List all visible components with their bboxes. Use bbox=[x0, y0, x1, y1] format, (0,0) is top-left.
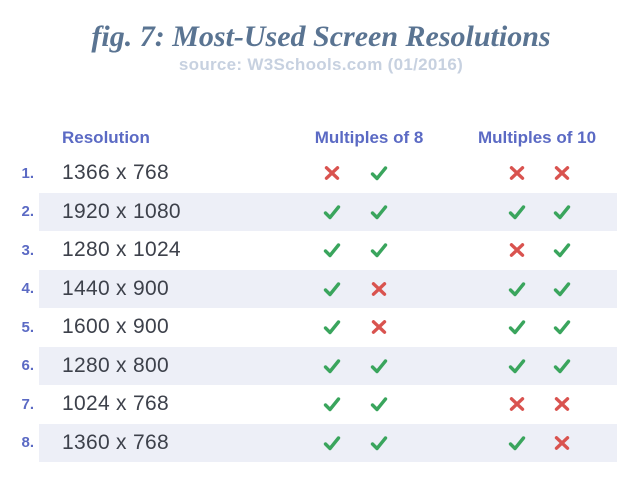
check-icon bbox=[322, 433, 342, 453]
check-icon bbox=[507, 202, 527, 222]
table-rows: 1. 1366 x 768 2. 1920 x 1080 bbox=[0, 154, 642, 462]
cross-icon bbox=[507, 163, 527, 183]
check-icon bbox=[322, 394, 342, 414]
cross-icon bbox=[507, 240, 527, 260]
row-rank: 3. bbox=[21, 241, 34, 259]
resolution-value: 1600 x 900 bbox=[62, 315, 169, 339]
check-icon bbox=[552, 240, 572, 260]
resolution-value: 1280 x 800 bbox=[62, 353, 169, 377]
cross-icon bbox=[369, 279, 389, 299]
check-icon bbox=[369, 202, 389, 222]
cross-icon bbox=[552, 394, 572, 414]
table-row: 2. 1920 x 1080 bbox=[0, 192, 642, 231]
table-row: 6. 1280 x 800 bbox=[0, 346, 642, 385]
row-rank: 1. bbox=[21, 164, 34, 182]
check-icon bbox=[507, 317, 527, 337]
check-icon bbox=[507, 279, 527, 299]
column-header-resolution: Resolution bbox=[62, 128, 150, 147]
check-icon bbox=[322, 240, 342, 260]
check-icon bbox=[507, 433, 527, 453]
table-row: 7. 1024 x 768 bbox=[0, 385, 642, 424]
cross-icon bbox=[552, 163, 572, 183]
row-rank: 6. bbox=[21, 357, 34, 375]
check-icon bbox=[369, 433, 389, 453]
table-row: 3. 1280 x 1024 bbox=[0, 231, 642, 270]
table-row: 5. 1600 x 900 bbox=[0, 308, 642, 347]
resolution-value: 1440 x 900 bbox=[62, 276, 169, 300]
figure-subtitle: source: W3Schools.com (01/2016) bbox=[178, 55, 464, 74]
table-row: 8. 1360 x 768 bbox=[0, 423, 642, 462]
column-header-multiples-of-8: Multiples of 8 bbox=[314, 128, 424, 147]
row-rank: 4. bbox=[21, 280, 34, 298]
resolutions-table: Resolution Multiples of 8 Multiples of 1… bbox=[0, 122, 642, 462]
cross-icon bbox=[507, 394, 527, 414]
check-icon bbox=[369, 356, 389, 376]
check-icon bbox=[552, 202, 572, 222]
check-icon bbox=[322, 279, 342, 299]
row-rank: 7. bbox=[21, 395, 34, 413]
check-icon bbox=[322, 317, 342, 337]
check-icon bbox=[369, 394, 389, 414]
check-icon bbox=[507, 356, 527, 376]
table-row: 4. 1440 x 900 bbox=[0, 269, 642, 308]
cross-icon bbox=[369, 317, 389, 337]
column-header-multiples-of-10: Multiples of 10 bbox=[477, 128, 597, 147]
resolution-value: 1366 x 768 bbox=[62, 161, 169, 185]
resolution-value: 1024 x 768 bbox=[62, 392, 169, 416]
check-icon bbox=[552, 317, 572, 337]
resolution-value: 1280 x 1024 bbox=[62, 238, 181, 262]
table-header-row: Resolution Multiples of 8 Multiples of 1… bbox=[0, 122, 642, 154]
cross-icon bbox=[552, 433, 572, 453]
figure-title: fig. 7: Most-Used Screen Resolutions bbox=[91, 20, 551, 53]
resolution-value: 1920 x 1080 bbox=[62, 199, 181, 223]
cross-icon bbox=[322, 163, 342, 183]
check-icon bbox=[322, 202, 342, 222]
row-rank: 8. bbox=[21, 434, 34, 452]
resolution-value: 1360 x 768 bbox=[62, 430, 169, 454]
row-rank: 2. bbox=[21, 203, 34, 221]
check-icon bbox=[552, 356, 572, 376]
check-icon bbox=[369, 163, 389, 183]
row-rank: 5. bbox=[21, 318, 34, 336]
check-icon bbox=[552, 279, 572, 299]
table-row: 1. 1366 x 768 bbox=[0, 154, 642, 193]
check-icon bbox=[369, 240, 389, 260]
check-icon bbox=[322, 356, 342, 376]
